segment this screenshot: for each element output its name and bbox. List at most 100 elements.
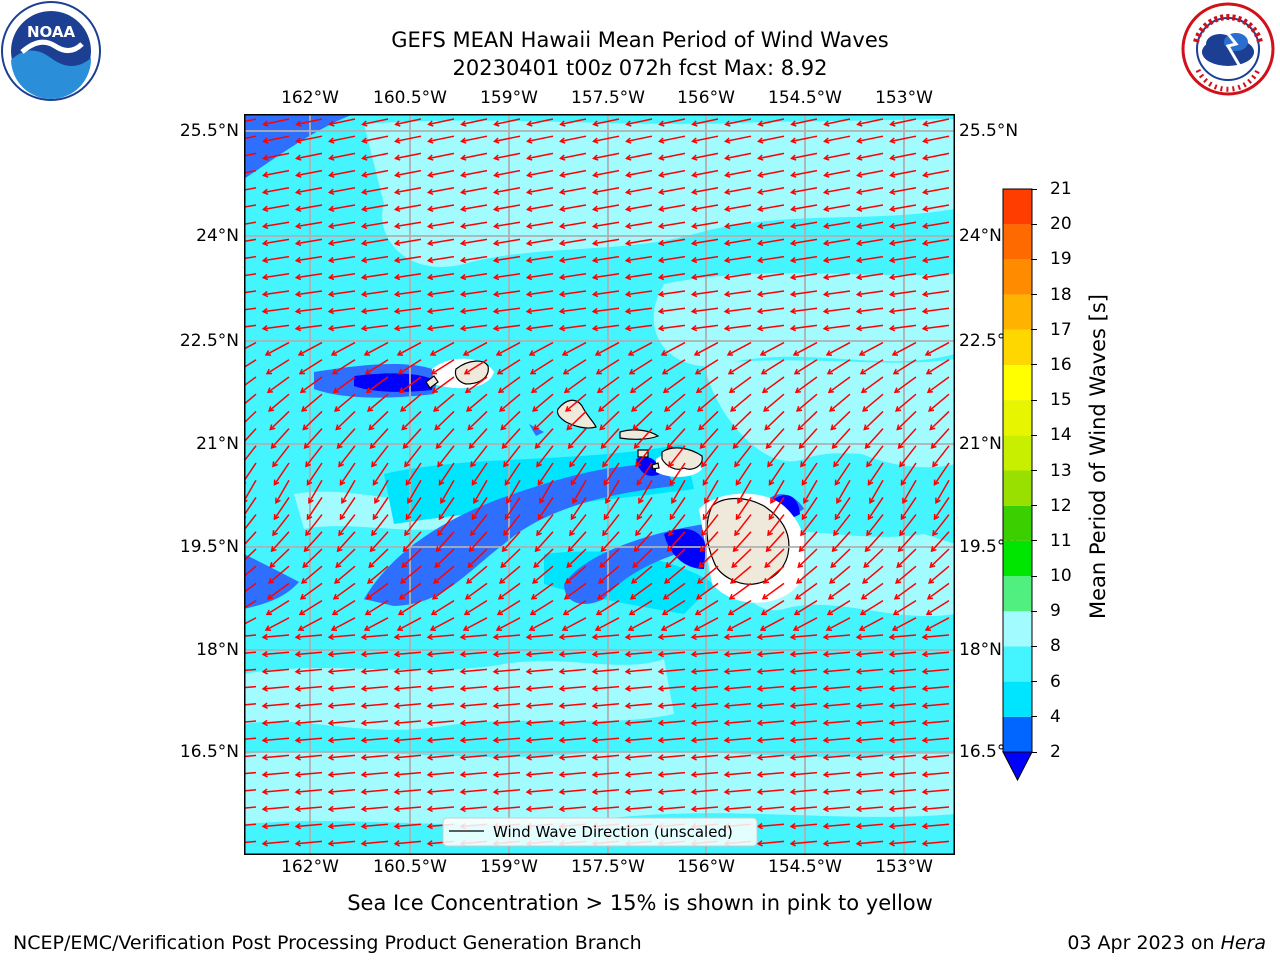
direction-arrow-head <box>668 530 674 537</box>
direction-arrow-head <box>801 479 808 486</box>
direction-arrow-head <box>833 461 839 468</box>
direction-arrow <box>692 255 719 262</box>
direction-arrow-head <box>529 368 537 375</box>
direction-arrow <box>531 582 554 600</box>
colorbar-band <box>1003 576 1032 612</box>
direction-arrow-head <box>826 609 834 616</box>
direction-arrow <box>244 703 257 706</box>
direction-arrow <box>244 531 257 547</box>
direction-arrow-head <box>537 479 544 486</box>
colorbar-tick-label: 21 <box>1050 179 1072 199</box>
direction-arrow-head <box>657 805 664 813</box>
colorbar-tick-mark <box>1031 258 1037 260</box>
direction-arrow-head <box>426 325 434 332</box>
direction-arrow-head <box>328 154 335 161</box>
direction-arrow-head <box>925 368 933 375</box>
direction-arrow <box>461 668 488 673</box>
direction-arrow <box>433 393 455 412</box>
direction-arrow-head <box>761 593 768 600</box>
direction-arrow-head <box>496 368 504 375</box>
direction-arrow-head <box>756 822 763 830</box>
direction-arrow-head <box>630 405 638 412</box>
direction-arrow-head <box>690 290 698 298</box>
direction-arrow <box>473 479 488 504</box>
direction-arrow <box>362 135 389 143</box>
direction-arrow-head <box>266 387 273 394</box>
direction-arrow-head <box>591 290 599 298</box>
colorbar-band <box>1003 224 1032 260</box>
direction-arrow <box>465 582 488 600</box>
direction-arrow <box>296 118 323 126</box>
direction-arrow-head <box>594 625 602 632</box>
direction-arrow-head <box>525 719 532 727</box>
direction-arrow-head <box>327 685 334 692</box>
direction-arrow <box>862 393 884 412</box>
direction-arrow-head <box>363 625 371 632</box>
direction-arrow <box>704 479 719 504</box>
direction-arrow-head <box>888 771 895 778</box>
direction-arrow-head <box>525 256 533 264</box>
direction-arrow <box>530 359 554 375</box>
direction-arrow <box>362 685 389 690</box>
direction-arrow <box>632 410 653 431</box>
direction-arrow <box>536 445 554 467</box>
direction-arrow-head <box>863 562 870 569</box>
direction-arrow <box>892 341 917 356</box>
direction-arrow <box>437 514 455 536</box>
direction-arrow <box>861 582 884 600</box>
direction-arrow-head <box>327 325 335 332</box>
direction-arrow-head <box>856 120 863 127</box>
noaa-logo: NOAA <box>1 1 101 101</box>
direction-arrow <box>857 324 884 330</box>
direction-arrow <box>339 496 356 520</box>
direction-arrow-head <box>861 577 869 584</box>
direction-arrow-head <box>261 307 269 315</box>
direction-arrow <box>362 238 389 245</box>
direction-arrow-head <box>629 593 636 600</box>
direction-arrow <box>626 255 653 262</box>
direction-arrow-head <box>592 120 599 127</box>
direction-arrow <box>791 771 818 776</box>
direction-arrow <box>800 445 818 467</box>
direction-arrow <box>659 238 686 245</box>
direction-arrow-head <box>426 754 433 761</box>
direction-arrow-head <box>723 702 730 709</box>
direction-arrow-head <box>855 754 862 761</box>
direction-arrow-head <box>822 822 829 830</box>
direction-arrow-head <box>360 685 367 692</box>
direction-arrow-head <box>327 719 334 727</box>
colorbar-tick-label: 9 <box>1050 601 1061 622</box>
direction-arrow <box>791 754 818 759</box>
direction-arrow <box>634 531 653 552</box>
direction-arrow-head <box>789 325 797 332</box>
direction-arrow <box>593 634 620 639</box>
direction-arrow-head <box>492 736 499 744</box>
direction-arrow <box>461 771 488 776</box>
direction-arrow <box>502 531 521 552</box>
direction-arrow <box>824 118 851 126</box>
direction-arrow <box>271 531 290 552</box>
direction-arrow-head <box>932 461 938 468</box>
direction-arrow-head <box>591 325 599 332</box>
direction-arrow <box>796 393 818 412</box>
direction-arrow <box>432 582 455 600</box>
direction-arrow-head <box>504 513 511 521</box>
map-frame <box>244 114 955 855</box>
direction-arrow <box>436 531 455 552</box>
direction-arrow-head <box>699 442 706 449</box>
direction-arrow <box>263 324 290 330</box>
direction-arrow-head <box>691 137 698 144</box>
direction-arrow <box>791 840 818 845</box>
direction-arrow-head <box>828 577 836 584</box>
direction-arrow <box>890 118 917 126</box>
direction-arrow-head <box>599 424 606 431</box>
direction-arrow <box>892 617 917 631</box>
direction-arrow-head <box>558 668 565 675</box>
direction-arrow-head <box>434 562 441 569</box>
direction-arrow <box>296 273 323 279</box>
colorbar-tick-label: 8 <box>1050 636 1061 657</box>
direction-arrow <box>568 428 587 449</box>
direction-arrow-head <box>261 771 268 778</box>
direction-arrow <box>593 703 620 707</box>
direction-arrow <box>725 118 752 126</box>
